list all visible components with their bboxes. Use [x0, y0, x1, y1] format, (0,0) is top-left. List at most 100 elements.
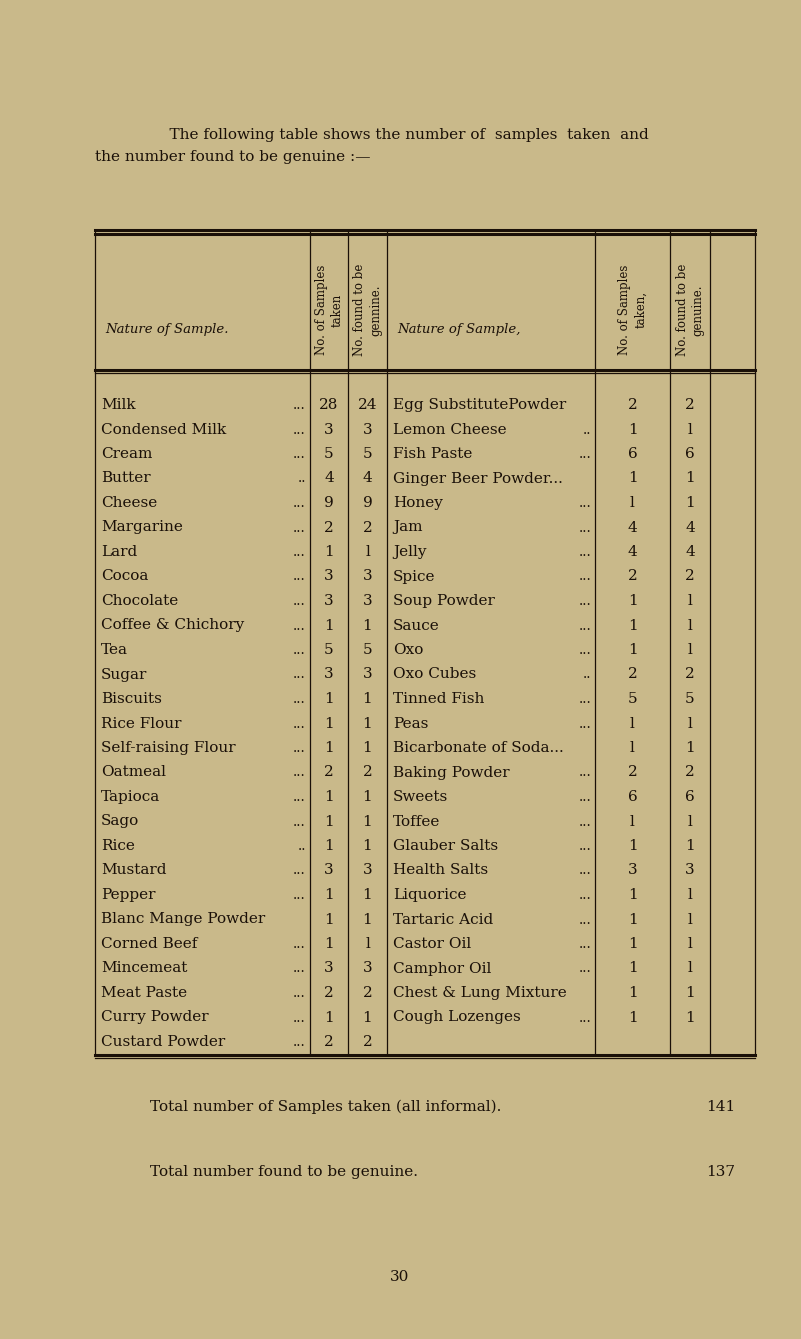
Text: ...: ...: [578, 716, 591, 731]
Text: ...: ...: [578, 766, 591, 779]
Text: Chest & Lung Mixture: Chest & Lung Mixture: [393, 986, 567, 1000]
Text: Sauce: Sauce: [393, 619, 440, 632]
Text: No. of Samples
taken,: No. of Samples taken,: [618, 265, 647, 355]
Text: ...: ...: [578, 814, 591, 829]
Text: 1: 1: [628, 423, 638, 437]
Text: Toffee: Toffee: [393, 814, 441, 829]
Text: ...: ...: [293, 986, 306, 1000]
Text: 3: 3: [324, 864, 334, 877]
Text: l: l: [687, 716, 692, 731]
Text: Glauber Salts: Glauber Salts: [393, 840, 498, 853]
Text: l: l: [687, 961, 692, 976]
Text: 1: 1: [363, 790, 372, 803]
Text: 3: 3: [324, 961, 334, 976]
Text: 6: 6: [685, 790, 695, 803]
Text: 141: 141: [706, 1101, 735, 1114]
Text: Camphor Oil: Camphor Oil: [393, 961, 491, 976]
Text: 4: 4: [685, 545, 695, 558]
Text: 1: 1: [324, 814, 334, 829]
Text: 5: 5: [628, 692, 638, 706]
Text: The following table shows the number of  samples  taken  and: The following table shows the number of …: [150, 129, 649, 142]
Text: 3: 3: [324, 595, 334, 608]
Text: 1: 1: [685, 495, 695, 510]
Text: 1: 1: [628, 471, 638, 486]
Text: ...: ...: [578, 619, 591, 632]
Text: 1: 1: [685, 740, 695, 755]
Text: 2: 2: [363, 766, 372, 779]
Text: Biscuits: Biscuits: [101, 692, 162, 706]
Text: Meat Paste: Meat Paste: [101, 986, 187, 1000]
Text: ...: ...: [578, 495, 591, 510]
Text: 1: 1: [363, 888, 372, 902]
Text: 3: 3: [628, 864, 638, 877]
Text: 1: 1: [363, 619, 372, 632]
Text: 4: 4: [324, 471, 334, 486]
Text: 2: 2: [363, 1035, 372, 1048]
Text: Tea: Tea: [101, 643, 128, 657]
Text: 1: 1: [628, 595, 638, 608]
Text: Sugar: Sugar: [101, 668, 147, 682]
Text: Ginger Beer Powder...: Ginger Beer Powder...: [393, 471, 563, 486]
Text: Self-raising Flour: Self-raising Flour: [101, 740, 235, 755]
Text: l: l: [687, 423, 692, 437]
Text: 1: 1: [628, 619, 638, 632]
Text: 1: 1: [324, 912, 334, 927]
Text: 4: 4: [628, 521, 638, 534]
Text: ...: ...: [293, 790, 306, 803]
Text: Butter: Butter: [101, 471, 151, 486]
Text: Total number found to be genuine.: Total number found to be genuine.: [150, 1165, 418, 1180]
Text: ...: ...: [578, 1011, 591, 1024]
Text: l: l: [687, 912, 692, 927]
Text: 1: 1: [324, 619, 334, 632]
Text: ...: ...: [293, 740, 306, 755]
Text: 9: 9: [324, 495, 334, 510]
Text: 5: 5: [363, 447, 372, 461]
Text: 9: 9: [363, 495, 372, 510]
Text: ...: ...: [293, 766, 306, 779]
Text: 3: 3: [363, 864, 372, 877]
Text: 3: 3: [324, 569, 334, 584]
Text: ..: ..: [582, 423, 591, 437]
Text: Rice Flour: Rice Flour: [101, 716, 182, 731]
Text: Nature of Sample.: Nature of Sample.: [105, 324, 228, 336]
Text: 5: 5: [363, 643, 372, 657]
Text: 1: 1: [628, 961, 638, 976]
Text: Coffee & Chichory: Coffee & Chichory: [101, 619, 244, 632]
Text: Soup Powder: Soup Powder: [393, 595, 495, 608]
Text: l: l: [687, 937, 692, 951]
Text: 2: 2: [324, 986, 334, 1000]
Text: 3: 3: [324, 668, 334, 682]
Text: 1: 1: [363, 912, 372, 927]
Text: 3: 3: [363, 569, 372, 584]
Text: Pepper: Pepper: [101, 888, 155, 902]
Text: 1: 1: [685, 471, 695, 486]
Text: 4: 4: [363, 471, 372, 486]
Text: ..: ..: [297, 471, 306, 486]
Text: 6: 6: [628, 790, 638, 803]
Text: 2: 2: [324, 1035, 334, 1048]
Text: 1: 1: [628, 1011, 638, 1024]
Text: Jam: Jam: [393, 521, 422, 534]
Text: Oxo: Oxo: [393, 643, 424, 657]
Text: ...: ...: [293, 937, 306, 951]
Text: Fish Paste: Fish Paste: [393, 447, 473, 461]
Text: 1: 1: [324, 740, 334, 755]
Text: ..: ..: [582, 668, 591, 682]
Text: ...: ...: [293, 1011, 306, 1024]
Text: l: l: [687, 595, 692, 608]
Text: 2: 2: [628, 569, 638, 584]
Text: l: l: [687, 814, 692, 829]
Text: Lard: Lard: [101, 545, 137, 558]
Text: 1: 1: [363, 716, 372, 731]
Text: l: l: [687, 643, 692, 657]
Text: 28: 28: [320, 398, 339, 412]
Text: Baking Powder: Baking Powder: [393, 766, 509, 779]
Text: 2: 2: [628, 668, 638, 682]
Text: 5: 5: [685, 692, 694, 706]
Text: 3: 3: [363, 668, 372, 682]
Text: 24: 24: [358, 398, 377, 412]
Text: Cream: Cream: [101, 447, 152, 461]
Text: Milk: Milk: [101, 398, 135, 412]
Text: Mustard: Mustard: [101, 864, 167, 877]
Text: Cough Lozenges: Cough Lozenges: [393, 1011, 521, 1024]
